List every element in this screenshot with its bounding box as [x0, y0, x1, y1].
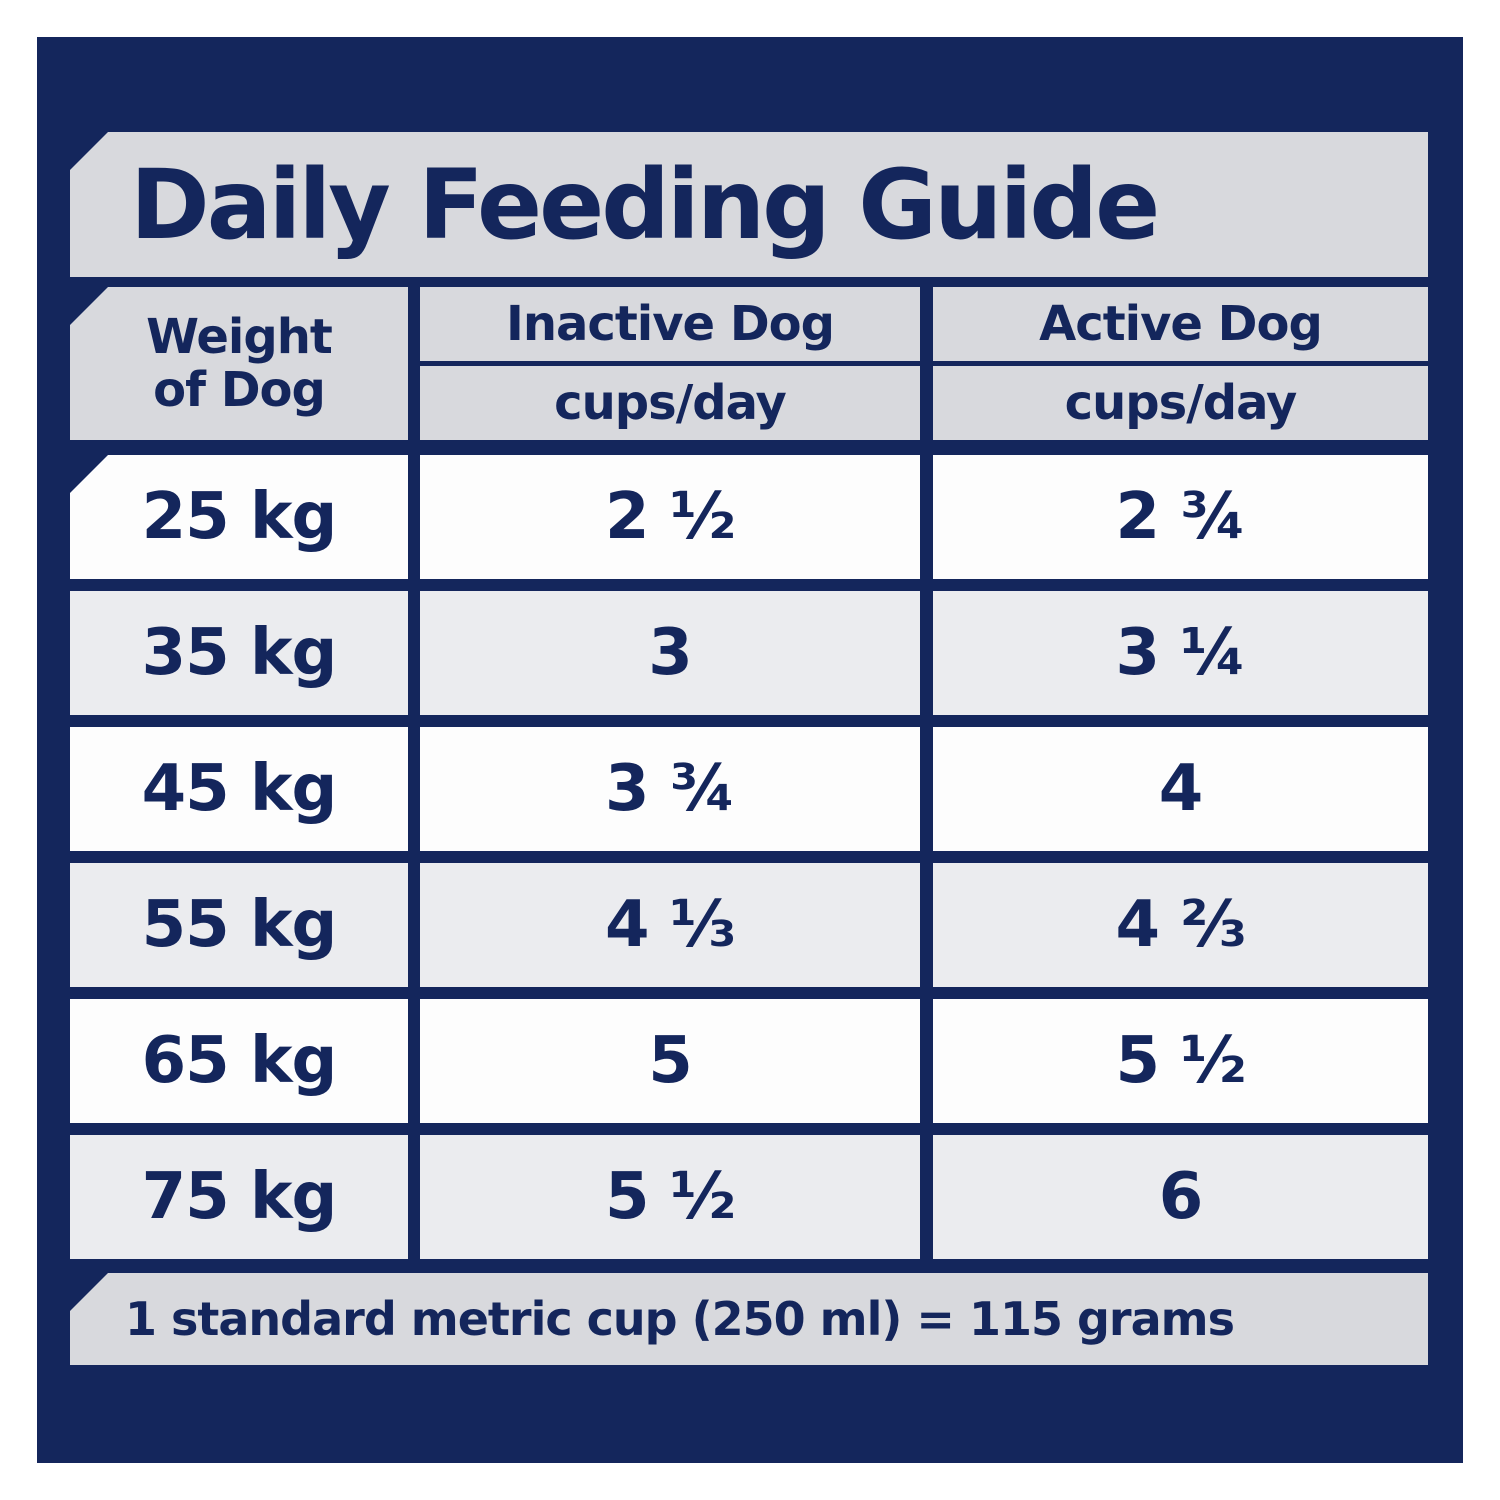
active-value-cell: 4 ⅔ [933, 863, 1428, 987]
title-banner: Daily Feeding Guide [70, 132, 1428, 277]
navy-frame: Daily Feeding Guide Weight of Dog Inacti… [37, 37, 1463, 1463]
weight-label-line1: Weight [146, 308, 333, 365]
header-divider [933, 361, 1428, 366]
header-cell-inactive: Inactive Dog cups/day [420, 287, 920, 440]
weight-label-line2: of Dog [153, 361, 326, 418]
header-cell-active: Active Dog cups/day [933, 287, 1428, 440]
active-dog-label: Active Dog [1039, 296, 1323, 352]
active-value-cell: 2 ¾ [933, 455, 1428, 579]
page-title: Daily Feeding Guide [130, 148, 1160, 261]
weight-cell: 45 kg [70, 727, 408, 851]
weight-cell: 75 kg [70, 1135, 408, 1259]
inactive-value-cell: 2 ½ [420, 455, 920, 579]
inactive-dog-label: Inactive Dog [505, 296, 835, 352]
weight-cell: 35 kg [70, 591, 408, 715]
weight-cell: 55 kg [70, 863, 408, 987]
table-row: 75 kg 5 ½ 6 [70, 1135, 1428, 1259]
footer-banner: 1 standard metric cup (250 ml) = 115 gra… [70, 1273, 1428, 1365]
inactive-value-cell: 3 ¾ [420, 727, 920, 851]
inactive-value-cell: 4 ⅓ [420, 863, 920, 987]
inactive-value-cell: 5 [420, 999, 920, 1123]
table-row: 25 kg 2 ½ 2 ¾ [70, 455, 1428, 579]
active-value-cell: 4 [933, 727, 1428, 851]
footer-note: 1 standard metric cup (250 ml) = 115 gra… [125, 1292, 1235, 1346]
table-row: 55 kg 4 ⅓ 4 ⅔ [70, 863, 1428, 987]
active-unit-label: cups/day [1064, 375, 1298, 431]
table-row: 45 kg 3 ¾ 4 [70, 727, 1428, 851]
header-divider [420, 361, 920, 366]
weight-cell: 25 kg [70, 455, 408, 579]
table-header-row: Weight of Dog Inactive Dog cups/day Acti… [70, 287, 1428, 440]
inactive-unit-label: cups/day [554, 375, 787, 431]
header-cell-weight: Weight of Dog [70, 287, 408, 440]
active-value-cell: 6 [933, 1135, 1428, 1259]
active-value-cell: 3 ¼ [933, 591, 1428, 715]
table-row: 65 kg 5 5 ½ [70, 999, 1428, 1123]
active-value-cell: 5 ½ [933, 999, 1428, 1123]
inactive-value-cell: 5 ½ [420, 1135, 920, 1259]
weight-cell: 65 kg [70, 999, 408, 1123]
inactive-value-cell: 3 [420, 591, 920, 715]
table-row: 35 kg 3 3 ¼ [70, 591, 1428, 715]
